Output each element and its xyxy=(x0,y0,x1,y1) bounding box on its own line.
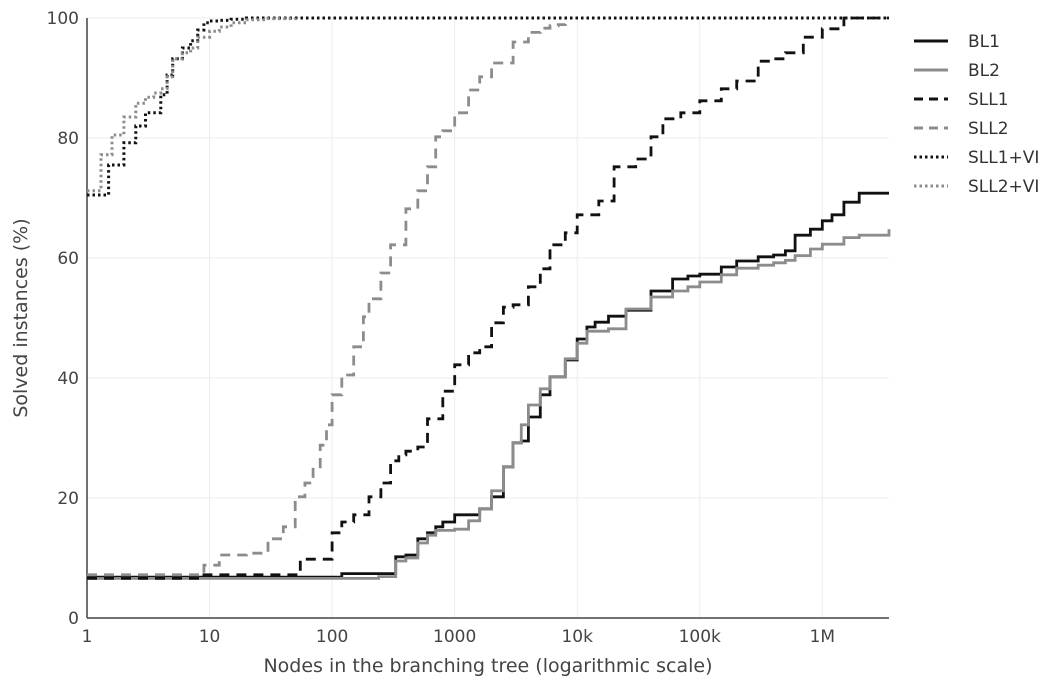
series-lines xyxy=(87,16,891,580)
y-tick-label: 20 xyxy=(57,489,79,509)
y-axis-title: Solved instances (%) xyxy=(10,218,32,417)
x-tick-label: 100k xyxy=(679,627,721,647)
y-tick-label: 40 xyxy=(57,369,79,389)
y-tick-label: 100 xyxy=(47,9,79,29)
series-line-sll1 xyxy=(87,16,889,580)
x-tick-label: 1000 xyxy=(433,627,476,647)
x-tick-label: 10 xyxy=(199,627,221,647)
x-axis-title: Nodes in the branching tree (logarithmic… xyxy=(263,655,712,677)
x-tick-label: 1 xyxy=(82,627,93,647)
x-tick-label: 1M xyxy=(810,627,835,647)
legend: BL1 BL2 SLL1 SLL2 SLL1+VI SLL2+VI xyxy=(914,32,1039,197)
y-tick-label: 0 xyxy=(68,609,79,629)
legend-label: BL2 xyxy=(968,61,1000,81)
series-line-sll2-plus-vi xyxy=(87,17,297,193)
grid xyxy=(87,17,889,618)
series-line-bl1 xyxy=(87,191,889,579)
y-tick-label: 60 xyxy=(57,249,79,269)
legend-label: SLL1 xyxy=(968,90,1009,110)
legend-label: SLL2 xyxy=(968,119,1009,139)
legend-label: BL1 xyxy=(968,32,1000,52)
y-tick-label: 80 xyxy=(57,129,79,149)
legend-label: SLL2+VI xyxy=(968,177,1039,197)
series-line-sll1-plus-vi xyxy=(87,16,889,197)
series-line-sll2 xyxy=(87,23,567,577)
tick-labels: 1 10 100 1000 10k 100k 1M 0 20 40 60 80 100 xyxy=(47,9,836,647)
x-tick-label: 100 xyxy=(316,627,348,647)
series-line-bl2 xyxy=(87,229,891,580)
x-tick-label: 10k xyxy=(561,627,593,647)
axes xyxy=(86,18,889,619)
legend-label: SLL1+VI xyxy=(968,148,1039,168)
